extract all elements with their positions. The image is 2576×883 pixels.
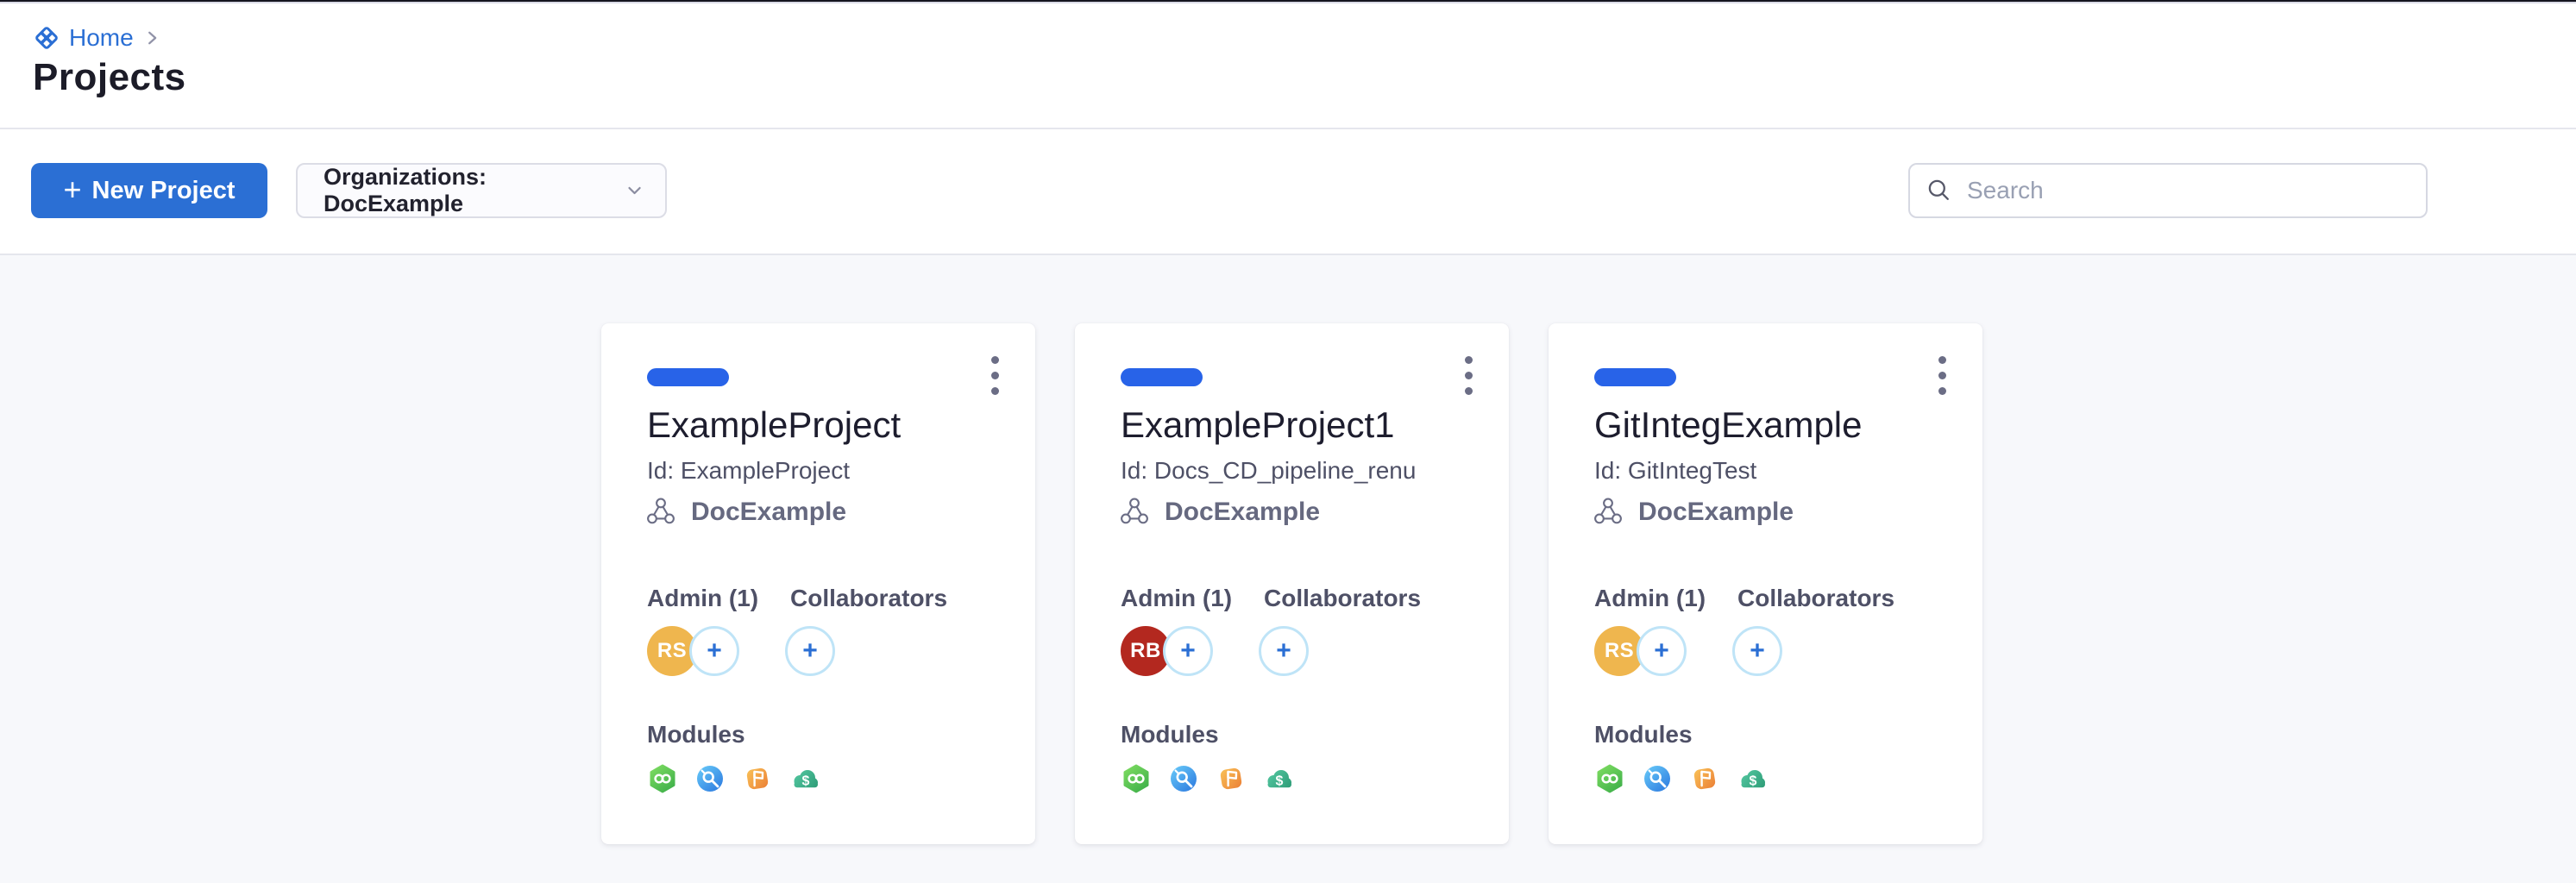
card-menu-button[interactable] <box>1932 349 1953 402</box>
breadcrumb-home-link[interactable]: Home <box>69 24 134 51</box>
project-card[interactable]: GitIntegExample Id: GitIntegTest DocExam… <box>1549 323 1982 844</box>
kebab-dot <box>1938 356 1946 364</box>
module-ff-icon[interactable] <box>1689 763 1720 794</box>
project-color-bar <box>647 368 729 386</box>
add-collaborator-button[interactable]: + <box>1732 626 1782 676</box>
kebab-dot <box>1938 372 1946 379</box>
project-card[interactable]: ExampleProject Id: ExampleProject DocExa… <box>601 323 1035 844</box>
admin-label: Admin (1) <box>647 585 759 611</box>
organizations-filter-dropdown[interactable]: Organizations: DocExample <box>296 163 667 218</box>
modules-label: Modules <box>1121 721 1219 748</box>
admin-section: Admin (1) RS + <box>1594 585 1706 676</box>
search-box <box>1908 163 2428 218</box>
project-id: Id: GitIntegTest <box>1594 457 1757 484</box>
page-title: Projects <box>33 56 186 98</box>
organization-icon <box>644 496 677 529</box>
admin-label: Admin (1) <box>1121 585 1233 611</box>
module-ff-icon[interactable] <box>742 763 773 794</box>
add-collaborator-button[interactable]: + <box>1259 626 1309 676</box>
kebab-dot <box>1938 387 1946 395</box>
projects-grid-area: ExampleProject Id: ExampleProject DocExa… <box>0 255 2576 883</box>
admin-label: Admin (1) <box>1594 585 1706 611</box>
add-admin-button[interactable]: + <box>1637 626 1687 676</box>
header-divider <box>0 128 2576 129</box>
module-ccm-icon[interactable] <box>1737 763 1768 794</box>
cards-row: ExampleProject Id: ExampleProject DocExa… <box>601 323 1982 844</box>
project-card[interactable]: ExampleProject1 Id: Docs_CD_pipeline_ren… <box>1075 323 1509 844</box>
modules-row <box>1121 763 1294 794</box>
collaborators-section: Collaborators + <box>785 585 947 676</box>
plus-icon: + <box>63 171 82 207</box>
admin-section: Admin (1) RB + <box>1121 585 1232 676</box>
module-cd-icon[interactable] <box>647 763 678 794</box>
collaborators-label: Collaborators <box>790 585 948 611</box>
search-icon <box>1926 177 1953 204</box>
modules-label: Modules <box>647 721 745 748</box>
module-ccm-icon[interactable] <box>1263 763 1294 794</box>
toolbar-divider <box>0 254 2576 255</box>
module-srm-icon[interactable] <box>694 763 726 794</box>
module-srm-icon[interactable] <box>1168 763 1199 794</box>
project-color-bar <box>1121 368 1203 386</box>
window-top-border-highlight <box>0 2 2576 3</box>
project-title: ExampleProject <box>647 404 902 445</box>
project-id: Id: ExampleProject <box>647 457 850 484</box>
organization-name: DocExample <box>691 498 847 526</box>
modules-label: Modules <box>1594 721 1693 748</box>
kebab-dot <box>991 372 999 379</box>
module-srm-icon[interactable] <box>1642 763 1673 794</box>
collaborators-section: Collaborators + <box>1259 585 1421 676</box>
card-menu-button[interactable] <box>984 349 1006 402</box>
module-cd-icon[interactable] <box>1121 763 1152 794</box>
admin-section: Admin (1) RS + <box>647 585 758 676</box>
search-input[interactable] <box>1965 176 2410 205</box>
organization-name: DocExample <box>1638 498 1794 526</box>
new-project-button[interactable]: + New Project <box>31 163 267 218</box>
add-admin-button[interactable]: + <box>1163 626 1213 676</box>
organization-icon <box>1118 496 1151 529</box>
add-collaborator-button[interactable]: + <box>785 626 835 676</box>
organizations-filter-label: Organizations: DocExample <box>324 164 487 216</box>
breadcrumb: Home <box>33 24 161 52</box>
kebab-dot <box>991 356 999 364</box>
admin-avatar: RS <box>647 626 697 676</box>
window-top-border <box>0 0 2576 2</box>
project-organization: DocExample <box>644 496 846 529</box>
project-title: ExampleProject1 <box>1121 404 1395 445</box>
new-project-button-label: New Project <box>91 176 236 204</box>
admin-avatar: RB <box>1121 626 1171 676</box>
project-organization: DocExample <box>1118 496 1320 529</box>
collaborators-label: Collaborators <box>1264 585 1422 611</box>
collaborators-section: Collaborators + <box>1732 585 1894 676</box>
kebab-dot <box>1465 356 1473 364</box>
card-menu-button[interactable] <box>1458 349 1480 402</box>
modules-row <box>647 763 820 794</box>
organization-name: DocExample <box>1165 498 1321 526</box>
project-id: Id: Docs_CD_pipeline_renu <box>1121 457 1417 484</box>
toolbar: + New Project Organizations: DocExample <box>0 129 2576 254</box>
add-admin-button[interactable]: + <box>689 626 739 676</box>
module-cd-icon[interactable] <box>1594 763 1625 794</box>
module-ccm-icon[interactable] <box>789 763 820 794</box>
kebab-dot <box>1465 372 1473 379</box>
admin-avatar: RS <box>1594 626 1644 676</box>
harness-logo-icon <box>33 24 60 52</box>
chevron-right-icon <box>142 28 161 47</box>
kebab-dot <box>1465 387 1473 395</box>
project-title: GitIntegExample <box>1594 404 1863 445</box>
chevron-down-icon <box>623 178 646 203</box>
project-organization: DocExample <box>1592 496 1794 529</box>
project-color-bar <box>1594 368 1676 386</box>
kebab-dot <box>991 387 999 395</box>
collaborators-label: Collaborators <box>1737 585 1895 611</box>
module-ff-icon[interactable] <box>1216 763 1247 794</box>
organization-icon <box>1592 496 1624 529</box>
modules-row <box>1594 763 1768 794</box>
